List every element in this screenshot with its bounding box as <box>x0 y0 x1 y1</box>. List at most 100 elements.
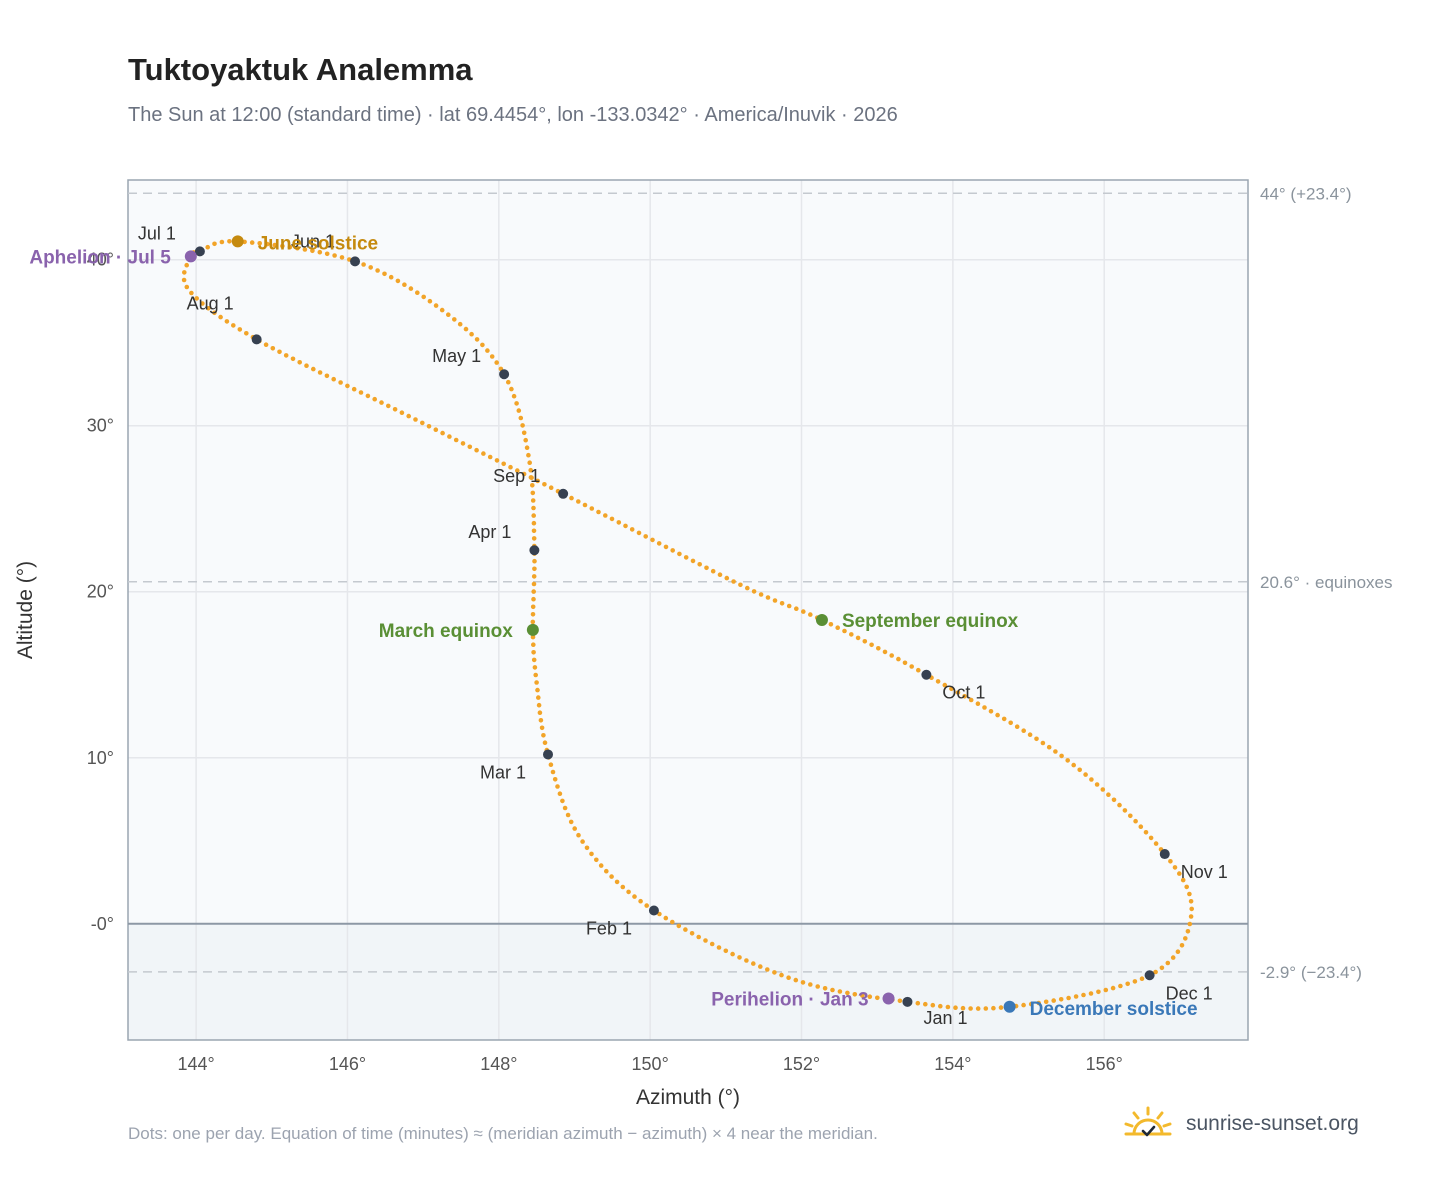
daily-sun-dot <box>231 323 236 328</box>
brand[interactable]: sunrise-sunset.org <box>1120 1102 1359 1146</box>
daily-sun-dot <box>200 301 205 306</box>
daily-sun-dot <box>670 919 675 925</box>
daily-sun-dot <box>1187 891 1192 897</box>
daily-sun-dot <box>772 970 777 975</box>
daily-sun-dot <box>862 639 868 644</box>
daily-sun-dot <box>779 972 784 978</box>
event-marker <box>1003 1000 1016 1013</box>
daily-sun-dot <box>808 612 813 617</box>
daily-sun-dot <box>676 923 682 929</box>
daily-sun-dot <box>696 934 701 940</box>
daily-sun-dot <box>896 656 901 662</box>
daily-sun-dot <box>569 495 574 501</box>
daily-sun-dot <box>531 574 537 579</box>
daily-sun-dot <box>923 1001 928 1007</box>
event-label: Aphelion · Jul 5 <box>29 247 171 268</box>
x-tick-label: 156° <box>1086 1054 1123 1074</box>
daily-sun-dot <box>439 307 445 313</box>
daily-sun-dot <box>534 680 539 685</box>
month-marker <box>499 369 510 380</box>
daily-sun-dot <box>982 705 987 710</box>
daily-sun-dot <box>526 452 531 458</box>
daily-sun-dot <box>709 941 715 947</box>
daily-sun-dot <box>351 386 357 392</box>
daily-sun-dot <box>1014 724 1020 729</box>
daily-sun-dot <box>737 955 742 960</box>
daily-sun-dot <box>531 520 537 526</box>
daily-sun-dot <box>604 868 609 874</box>
daily-sun-dot <box>413 417 418 422</box>
daily-sun-dot <box>1138 824 1144 829</box>
daily-sun-dot <box>731 579 736 584</box>
daily-sun-dot <box>194 296 199 301</box>
daily-sun-dot <box>1100 787 1106 792</box>
daily-sun-dot <box>975 1006 981 1011</box>
daily-sun-dot <box>1001 716 1007 722</box>
daily-sun-dot <box>596 509 601 515</box>
event-label: March equinox <box>379 621 514 642</box>
daily-sun-dot <box>1053 749 1058 754</box>
daily-sun-dot <box>509 386 514 392</box>
daily-sun-dot <box>1073 994 1079 999</box>
daily-sun-dot <box>408 286 414 291</box>
daily-sun-dot <box>738 582 743 588</box>
daily-sun-dot <box>452 317 457 322</box>
daily-sun-dot <box>311 366 316 372</box>
daily-sun-dot <box>1148 835 1154 841</box>
daily-sun-dot <box>644 903 649 908</box>
daily-sun-dot <box>1143 830 1149 835</box>
daily-sun-dot <box>860 993 865 998</box>
daily-sun-dot <box>1065 758 1070 763</box>
daily-sun-dot <box>506 379 511 385</box>
daily-sun-dot <box>1175 949 1181 954</box>
daily-sun-dot <box>690 558 696 564</box>
daily-sun-dot <box>542 482 547 487</box>
daily-sun-dot <box>420 420 425 426</box>
daily-sun-dot <box>1177 871 1182 876</box>
daily-sun-dot <box>765 967 770 972</box>
daily-sun-dot <box>446 312 451 318</box>
daily-sun-dot <box>1184 884 1189 890</box>
chart-subtitle: The Sun at 12:00 (standard time) · lat 6… <box>128 104 898 126</box>
daily-sun-dot <box>531 657 537 663</box>
daily-sun-dot <box>474 447 479 453</box>
daily-sun-dot <box>889 653 894 658</box>
daily-sun-dot <box>876 646 881 651</box>
daily-sun-dot <box>568 819 574 825</box>
footnote: Dots: one per day. Equation of time (min… <box>128 1124 878 1143</box>
month-marker <box>902 996 913 1007</box>
daily-sun-dot <box>562 805 568 811</box>
daily-sun-dot <box>1188 899 1194 904</box>
daily-sun-dot <box>542 740 548 745</box>
y-tick-label: 10° <box>87 748 114 768</box>
daily-sun-dot <box>406 413 412 419</box>
x-tick-label: 150° <box>632 1054 669 1074</box>
daily-sun-dot <box>237 327 243 332</box>
daily-sun-dot <box>224 319 230 324</box>
daily-sun-dot <box>415 290 420 296</box>
daily-sun-dot <box>837 989 843 994</box>
daily-sun-dot <box>530 490 536 496</box>
daily-sun-dot <box>794 606 799 611</box>
daily-sun-dot <box>494 360 500 365</box>
daily-sun-dot <box>765 595 771 600</box>
daily-sun-dot <box>324 251 330 257</box>
daily-sun-dot <box>528 467 533 473</box>
daily-sun-dot <box>751 589 757 594</box>
daily-sun-dot <box>372 396 378 402</box>
daily-sun-dot <box>480 342 485 348</box>
daily-sun-dot <box>650 537 655 543</box>
daily-sun-dot <box>629 527 635 532</box>
daily-sun-dot <box>184 262 189 268</box>
event-marker <box>815 613 828 626</box>
daily-sun-dot <box>358 390 364 395</box>
brand-name: sunrise-sunset.org <box>1186 1112 1359 1135</box>
month-marker <box>1159 849 1170 860</box>
daily-sun-dot <box>272 242 278 248</box>
event-marker <box>526 623 539 636</box>
daily-sun-dot <box>697 562 702 567</box>
daily-sun-dot <box>392 407 398 412</box>
daily-sun-dot <box>257 241 263 246</box>
daily-sun-dot <box>1028 1001 1034 1007</box>
